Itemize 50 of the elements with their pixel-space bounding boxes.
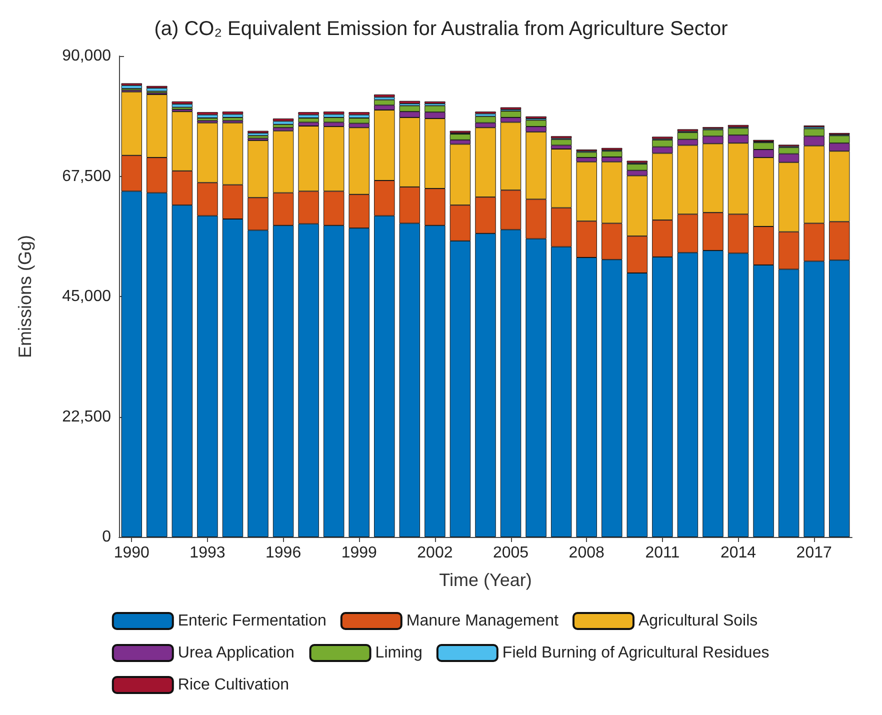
legend-label: Liming [375,644,422,662]
bar [272,118,294,122]
bar [197,118,218,121]
legend-label: Urea Application [178,644,294,662]
bar [172,101,193,104]
x-tick-label: 2005 [492,544,529,562]
legend-label: Enteric Fermentation [178,612,326,630]
bar [374,94,395,98]
bar [248,136,268,138]
bar [222,117,244,121]
y-axis-title: Emissions (Gg) [15,234,35,358]
bar [348,118,370,124]
bar [172,104,193,108]
bar [146,88,168,92]
bar [323,117,344,122]
y-tick-label: 67,500 [62,168,112,185]
legend-label: Manure Management [406,612,560,630]
legend-label: Rice Cultivation [178,676,290,694]
x-tick-label: 2002 [417,544,453,562]
bar [576,152,597,158]
bar [348,112,370,115]
x-tick-label: 2017 [796,544,832,562]
x-tick-label: 1990 [114,544,150,562]
bar [248,132,268,136]
bar [272,124,294,128]
y-tick-label: 22,500 [62,408,112,426]
y-tick-label: 45,000 [62,288,112,305]
legend-label: Field Burning of Agricultural Residues [502,644,770,662]
x-tick-label: 1999 [341,544,378,562]
bar [298,112,319,115]
bar [323,112,344,114]
x-tick-label: 1996 [265,544,302,562]
bar [298,118,319,122]
bar [222,114,244,118]
bar [272,121,294,124]
bar [550,139,572,146]
x-tick-label: 2008 [568,544,604,562]
chart-title: (a) CO₂ Equivalent Emission for Australia from Agriculture Sector [154,18,728,40]
bar [222,112,244,114]
y-tick-label: 0 [102,528,112,546]
y-tick-label: 90,000 [62,48,112,64]
x-tick-label: 2011 [645,544,680,562]
bar [399,100,420,104]
x-axis-title: Time (Year) [439,570,532,590]
bar [197,112,218,115]
x-tick-label: 2014 [720,544,756,562]
bar [121,85,142,89]
x-tick-label: 1993 [190,544,226,562]
legend-label: Agricultural Soils [638,612,758,630]
bar [197,114,218,118]
